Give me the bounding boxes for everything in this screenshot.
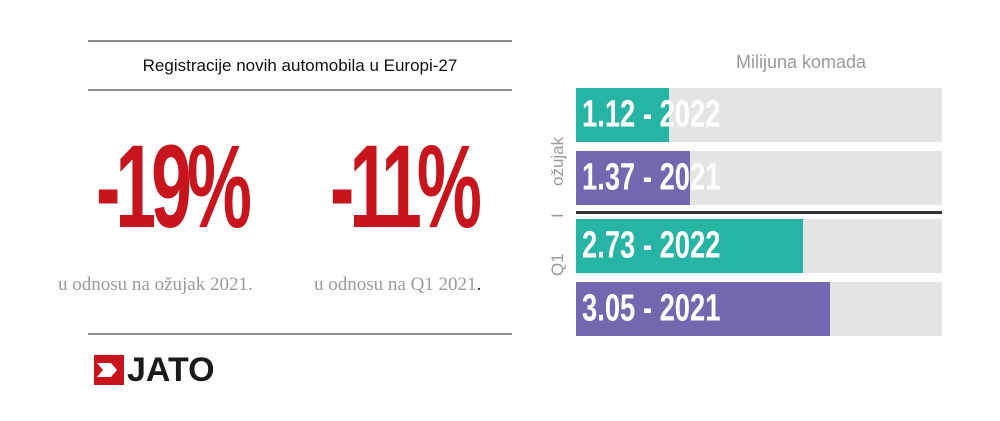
march-change-note-text: u odnosu na ožujak 2021. [58,274,253,295]
bar-value-label: 1.37 - 2021 [582,156,721,199]
bar-2022-q1: 2.73 - 2022 [576,219,803,273]
group-divider [576,211,942,214]
march-change-value: -19% [96,121,252,253]
bar-2021-q1: 3.05 - 2021 [576,282,830,336]
chart-unit-label: Milijuna komada [736,52,867,72]
page-title: Registracije novih automobila u Europi-2… [142,56,458,75]
group-label-march: ožujak [548,136,567,186]
bar-value-label: 2.73 - 2022 [582,224,721,267]
bar-track: 3.05 - 2021 [576,282,942,336]
q1-change-value: -11% [330,121,482,253]
jato-arrow-logo-icon [94,355,124,385]
bar-value-label: 3.05 - 2021 [582,287,721,330]
bar-2022-march: 1.12 - 2022 [576,88,720,142]
title-rule [88,89,512,91]
q1-note-period: . [476,274,482,295]
bottom-rule [88,333,512,335]
bar-2021-march: 1.37 - 2021 [576,151,720,205]
bar-value-label: 1.12 - 2022 [582,93,721,136]
bar-track: 2.73 - 2022 [576,219,942,273]
bar-track: 1.12 - 2022 [576,88,942,142]
q1-change-note-text: u odnosu na Q1 2021 [314,274,477,295]
top-rule [88,40,512,42]
group-label-separator: I [548,213,567,218]
jato-logo-text: JATO [127,350,215,389]
q1-change-note: u odnosu na Q1 2021. [314,274,481,296]
jato-logo: JATO [94,350,215,389]
group-label-q1: Q1 [548,253,567,276]
march-change-note: u odnosu na ožujak 2021. [58,274,253,296]
bar-track: 1.37 - 2021 [576,151,942,205]
